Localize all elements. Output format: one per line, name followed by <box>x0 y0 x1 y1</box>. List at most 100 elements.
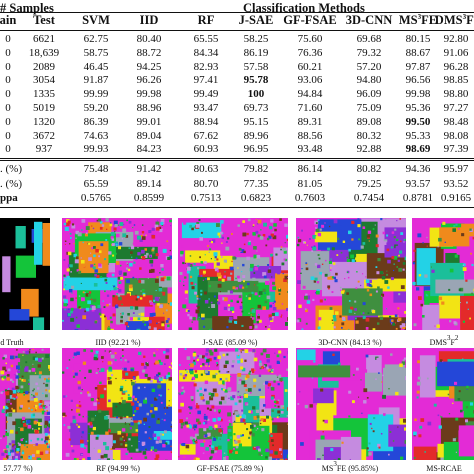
table-cell: 69.68 <box>356 33 382 45</box>
table-cell: 97.27 <box>443 102 469 114</box>
table-cell: 0 <box>5 33 11 45</box>
table-cell: 99.99 <box>83 88 109 101</box>
summary-cell: 0.8599 <box>133 192 165 204</box>
table-cell: 60.93 <box>193 143 219 156</box>
col-header-svm: SVM <box>82 13 110 27</box>
classification-maps: d Truth IID (92.21 %) J-SAE (85.09 %) 3D… <box>0 214 474 474</box>
table-cell: 92.80 <box>443 33 469 45</box>
table-cell: 96.26 <box>136 74 162 87</box>
table-cell: 65.55 <box>193 33 219 45</box>
table-cell: 88.56 <box>297 129 323 142</box>
summary-divider-bottom <box>0 160 474 161</box>
col-header-rf: RF <box>197 13 215 27</box>
col-header-gffsae: GF-FSAE <box>283 13 337 27</box>
summary-cell: 80.63 <box>193 163 219 175</box>
col-header-3dcnn: 3D-CNN <box>345 13 393 27</box>
table-cell: 94.80 <box>356 74 382 87</box>
table-cell: 88.67 <box>405 46 431 59</box>
col-header-test: Test <box>33 13 55 27</box>
summary-label: . (%) <box>0 177 22 190</box>
table-cell: 95.78 <box>243 74 269 87</box>
summary-cell: 93.52 <box>443 177 469 190</box>
table-cell: 91.87 <box>83 74 109 87</box>
table-cell: 58.75 <box>83 46 109 59</box>
table-cell: 95.33 <box>405 129 431 142</box>
table-cell: 80.40 <box>136 33 162 45</box>
table-cell: 67.62 <box>193 129 219 142</box>
table-cell: 0 <box>5 115 11 128</box>
summary-cell: 79.25 <box>356 177 382 190</box>
summary-cell: 86.14 <box>297 163 323 175</box>
table-cell: 57.20 <box>356 60 382 73</box>
table-cell: 0 <box>5 60 11 73</box>
table-cell: 98.08 <box>443 129 469 142</box>
msrcae-map <box>412 348 474 460</box>
caption-dms3f2: DMS3F2 <box>429 334 459 348</box>
caption-gffsae: GF-FSAE (75.89 %) <box>196 464 264 473</box>
table-cell: 89.04 <box>136 129 162 142</box>
table-cell: 82.93 <box>193 60 219 73</box>
table-cell: 88.94 <box>193 115 219 128</box>
table-cell: 98.48 <box>443 115 469 128</box>
table-cell: 89.31 <box>297 115 323 128</box>
methods-header: Classification Methods <box>243 1 365 15</box>
table-cell: 0 <box>5 129 11 142</box>
summary-cell: 0.7603 <box>294 192 326 204</box>
table-cell: 3672 <box>33 129 55 142</box>
table-cell: 99.50 <box>405 115 431 128</box>
table-cell: 96.09 <box>356 88 382 101</box>
jsae-map <box>178 218 288 330</box>
summary-cell: 95.97 <box>443 163 469 175</box>
summary-cell: 79.82 <box>243 163 269 175</box>
ms3fe-map <box>296 348 406 460</box>
summary-cell: 81.05 <box>297 177 323 190</box>
table-cell: 94.84 <box>297 88 323 101</box>
table-cell: 93.47 <box>193 102 219 114</box>
caption-ground-truth: d Truth <box>0 338 24 347</box>
summary-cell: 93.57 <box>405 177 431 190</box>
col-header-iid: IID <box>139 13 159 27</box>
summary-label: . (%) <box>0 163 22 175</box>
table-cell: 93.48 <box>297 143 323 156</box>
table-cell: 91.06 <box>443 46 469 59</box>
table-cell: 57.58 <box>243 60 269 73</box>
table-cell: 59.20 <box>83 102 109 114</box>
row2-first-map-image <box>0 348 50 460</box>
table-cell: 97.87 <box>405 60 431 73</box>
row2-first-map <box>0 348 50 460</box>
summary-cell: 80.82 <box>356 163 382 175</box>
table-cell: 1335 <box>33 88 55 101</box>
summary-cell: 75.48 <box>83 163 109 175</box>
dms3f2-map-image <box>412 218 474 330</box>
table-cell: 93.06 <box>297 74 323 87</box>
summary-cell: 0.5765 <box>80 192 112 204</box>
table-cell: 0 <box>5 46 11 59</box>
table-cell: 71.60 <box>297 102 323 114</box>
table-cell: 88.96 <box>136 102 162 114</box>
table-cell: 99.01 <box>136 115 162 128</box>
summary-cell: 0.6823 <box>240 192 272 204</box>
table-cell: 99.98 <box>136 88 162 101</box>
table-cell: 0 <box>5 74 11 87</box>
table-cell: 97.39 <box>443 143 469 156</box>
table-cell: 97.41 <box>193 74 219 87</box>
table-cell: 98.85 <box>443 74 469 87</box>
jsae-map-image <box>178 218 288 330</box>
summary-cell: 0.7454 <box>353 192 385 204</box>
gffsae-map <box>178 348 288 460</box>
table-cell: 2089 <box>33 60 55 73</box>
table-cell: 1320 <box>33 115 55 128</box>
summary-cell: 77.35 <box>243 177 269 190</box>
table-cell: 84.23 <box>136 143 162 156</box>
summary-cell: 94.36 <box>405 163 431 175</box>
3dcnn-map <box>296 218 406 330</box>
caption-msrcae: MS-RCAE <box>426 464 462 473</box>
table-cell: 84.34 <box>193 46 219 59</box>
table-cell: 5019 <box>33 102 55 114</box>
table-cell: 94.25 <box>136 60 162 73</box>
table-cell: 62.75 <box>83 33 109 45</box>
table-cell: 75.09 <box>356 102 382 114</box>
table-cell: 99.98 <box>405 88 431 101</box>
summary-cell: 80.70 <box>193 177 219 190</box>
table-cell: 74.63 <box>83 129 109 142</box>
